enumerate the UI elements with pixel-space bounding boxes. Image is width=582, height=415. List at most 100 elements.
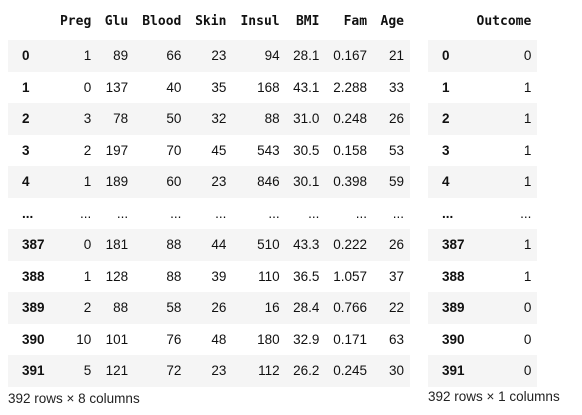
table-cell: 23	[211, 174, 227, 189]
table-cell: 89	[113, 48, 129, 63]
row-index: 3	[22, 142, 30, 158]
table-cell: 88	[264, 111, 280, 126]
table-cell: 88	[166, 237, 182, 252]
table-cell: 26	[388, 111, 404, 126]
table-cell: 0.167	[333, 48, 368, 63]
table-cell: 32.9	[293, 331, 320, 347]
table-cell: ...	[520, 205, 532, 221]
table-cell: 0	[523, 331, 532, 347]
table-cell: 0	[523, 363, 532, 378]
table-cell: 30.1	[293, 174, 320, 189]
table-cell: 28.4	[293, 300, 320, 315]
table-cell: 30.5	[293, 142, 320, 158]
row-index: 1	[442, 79, 450, 95]
table-cell: 31.0	[293, 111, 320, 126]
table-row: 0 1 89 66 23 94 28.1 0.167 21	[8, 40, 410, 72]
table-cell: 28.1	[293, 48, 320, 63]
table-cell: 1	[523, 174, 532, 189]
table-cell: ...	[116, 205, 129, 221]
features-body: 0 1 89 66 23 94 28.1 0.167 21 1 0 137 40 35 168 43.1 2.2…	[8, 40, 410, 387]
table-row: 387 0 181 88 44 510 43.3 0.222 26	[8, 229, 410, 261]
row-index: 4	[442, 174, 450, 189]
row-index: 391	[442, 363, 465, 378]
row-index: 388	[442, 268, 465, 284]
table-row: 389 0	[428, 292, 538, 324]
features-shape-footer: 392 rows × 8 columns	[8, 391, 140, 406]
table-cell: 1.057	[333, 268, 368, 284]
table-cell: 510	[257, 237, 280, 252]
index-header	[8, 4, 52, 40]
row-index: 390	[442, 331, 465, 347]
table-cell: 168	[257, 79, 280, 95]
table-cell: 1	[523, 237, 532, 252]
column-header: Age	[380, 14, 404, 29]
table-cell: 37	[388, 268, 404, 284]
table-cell: 45	[211, 142, 227, 158]
table-cell: 16	[264, 300, 280, 315]
row-index: 389	[22, 300, 45, 315]
table-cell: 63	[388, 331, 404, 347]
table-cell: 1	[83, 268, 92, 284]
table-cell: 180	[257, 331, 280, 347]
table-cell: 0	[523, 48, 532, 63]
row-index: 2	[442, 111, 450, 126]
row-index: 3	[442, 142, 450, 158]
table-cell: 10	[76, 331, 92, 347]
table-cell: 22	[388, 300, 404, 315]
table-cell: ...	[170, 205, 182, 221]
table-cell: 5	[83, 363, 92, 378]
table-cell: 39	[211, 268, 227, 284]
table-cell: 36.5	[293, 268, 320, 284]
column-header: BMI	[295, 14, 320, 29]
table-row: 391 0	[428, 355, 538, 387]
table-cell: 48	[211, 331, 227, 347]
row-index: 0	[22, 48, 30, 63]
outcome-header: Outcome	[428, 4, 537, 40]
table-cell: 59	[388, 174, 404, 189]
table-row: 4 1 189 60 23 846 30.1 0.398 59	[8, 166, 410, 198]
table-cell: 66	[166, 48, 182, 63]
table-cell: 1	[83, 48, 92, 63]
table-cell: 30	[388, 363, 404, 378]
table-cell: 78	[113, 111, 129, 126]
table-cell: 58	[166, 300, 182, 315]
table-row: ......	[428, 198, 537, 230]
table-cell: 33	[388, 79, 404, 95]
table-row: ...........................	[8, 198, 410, 230]
table-row: 388 1 128 88 39 110 36.5 1.057 37	[8, 261, 410, 293]
table-cell: 44	[211, 237, 227, 252]
table-cell: 60	[166, 174, 182, 189]
table-cell: 110	[258, 268, 280, 284]
table-row: 389 2 88 58 26 16 28.4 0.766 22	[8, 292, 410, 324]
row-index: 389	[442, 300, 465, 315]
table-cell: 121	[105, 363, 129, 378]
row-index: 4	[22, 174, 30, 189]
table-cell: 0.398	[333, 174, 368, 189]
column-header: Glu	[104, 14, 129, 29]
table-cell: 32	[211, 111, 227, 126]
table-cell: 2	[83, 142, 92, 158]
table-cell: 94	[264, 48, 280, 63]
row-index: 2	[22, 111, 30, 126]
outcome-dataframe: Outcome 0 0 1 1 2 1 3 1 4 1...... 387 1 388 1 389 0 390 0…	[428, 4, 538, 387]
table-cell: 1	[523, 79, 532, 95]
column-header: Blood	[142, 14, 182, 29]
table-cell: 137	[105, 79, 129, 95]
row-index: ...	[22, 205, 34, 221]
table-cell: 0.245	[333, 363, 368, 378]
table-cell: 43.3	[293, 237, 320, 252]
table-cell: 40	[166, 79, 182, 95]
features-dataframe: Preg Glu Blood Skin Insul BMI Fam Age 0 1 89 66 23 9…	[8, 4, 410, 387]
table-row: 2 3 78 50 32 88 31.0 0.248 26	[8, 103, 410, 135]
table-cell: 0.222	[333, 237, 368, 252]
row-index: 390	[22, 331, 45, 347]
table-cell: 76	[166, 331, 182, 347]
table-row: 3 2 197 70 45 543 30.5 0.158 53	[8, 135, 410, 167]
table-cell: 0.248	[333, 111, 368, 126]
header-row: Preg Glu Blood Skin Insul BMI Fam Age	[8, 4, 410, 40]
row-index: 388	[22, 268, 45, 284]
